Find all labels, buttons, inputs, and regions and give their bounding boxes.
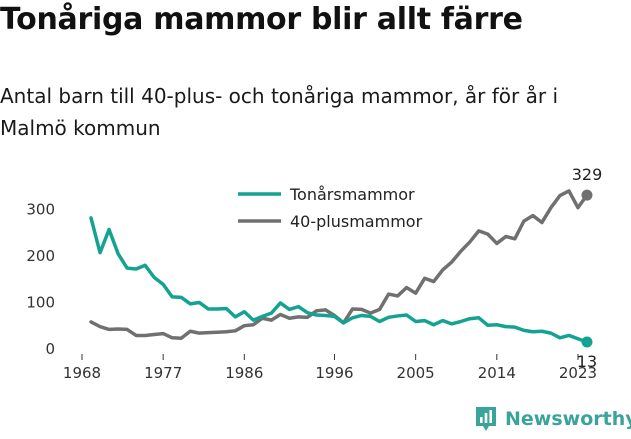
end-labels: 329 13 bbox=[572, 165, 603, 371]
series-line-tonarsmammor bbox=[89, 216, 589, 344]
series-layer bbox=[89, 189, 593, 348]
series-end-point-fortyplusmammor bbox=[581, 189, 593, 201]
x-axis: 1968 1977 1986 1996 2005 2014 2023 bbox=[63, 354, 597, 382]
y-tick-label: 0 bbox=[45, 340, 55, 358]
legend-label: Tonårsmammor bbox=[289, 185, 415, 204]
chart-subtitle: Antal barn till 40-plus- och tonåriga ma… bbox=[0, 84, 559, 140]
x-tick-label: 1996 bbox=[315, 364, 353, 382]
y-tick-label: 200 bbox=[26, 247, 55, 265]
end-label-fortyplusmammor: 329 bbox=[572, 165, 603, 184]
x-tick-label: 2005 bbox=[397, 364, 435, 382]
y-tick-label: 100 bbox=[26, 294, 55, 312]
legend: Tonårsmammor 40-plusmammor bbox=[238, 185, 423, 231]
newsworthy-logo: Newsworthy bbox=[474, 406, 631, 432]
legend-label: 40-plusmammor bbox=[290, 212, 423, 231]
x-tick-label: 1968 bbox=[63, 364, 101, 382]
chart-title: Tonåriga mammor blir allt färre bbox=[0, 2, 523, 37]
x-tick-label: 2014 bbox=[478, 364, 516, 382]
bar-chart-badge-icon bbox=[476, 407, 496, 431]
x-tick-label: 1986 bbox=[225, 364, 263, 382]
end-label-tonarsmammor: 13 bbox=[577, 352, 597, 371]
brand-name: Newsworthy bbox=[505, 408, 631, 430]
x-tick-label: 2023 bbox=[559, 364, 597, 382]
y-axis: 0 100 200 300 bbox=[26, 201, 55, 358]
series-end-point-tonarsmammor bbox=[581, 336, 593, 348]
y-tick-label: 300 bbox=[26, 201, 55, 219]
x-tick-label: 1977 bbox=[144, 364, 182, 382]
